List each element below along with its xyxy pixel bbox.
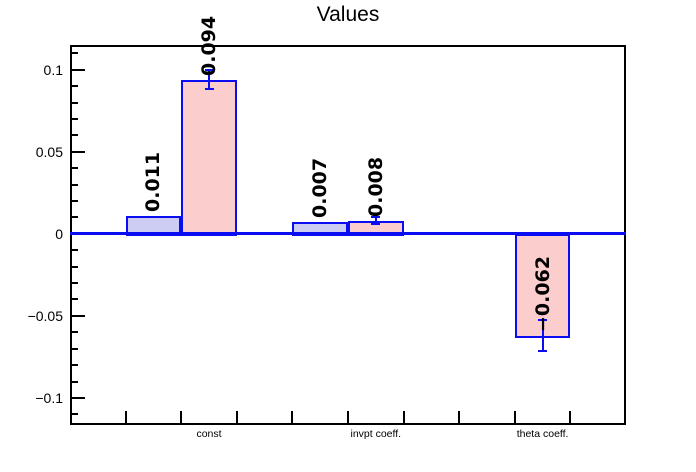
- bar-value-label: 0.094: [198, 15, 220, 76]
- error-bar: [208, 70, 210, 89]
- error-bar: [541, 319, 544, 352]
- y-minor-tick: [70, 265, 78, 268]
- y-minor-tick: [70, 249, 78, 252]
- y-minor-tick: [70, 331, 78, 334]
- bar-value-label: 0.007: [309, 158, 332, 219]
- y-minor-tick: [70, 347, 78, 350]
- bar-value-label: 0.011: [142, 151, 165, 212]
- y-major-tick: [70, 150, 85, 153]
- y-minor-tick: [70, 52, 78, 55]
- y-major-tick: [70, 314, 85, 317]
- y-minor-tick: [70, 167, 78, 170]
- x-axis-label: theta coeff.: [516, 428, 569, 440]
- zero-line: [70, 232, 626, 236]
- bar-value-label: −0.062: [531, 255, 554, 332]
- error-bar-cap: [204, 87, 214, 90]
- bar-value-label: 0.008: [364, 156, 387, 217]
- y-minor-tick: [70, 282, 78, 284]
- x-tick: [291, 411, 294, 423]
- y-tick-label: 0: [55, 225, 63, 242]
- y-tick-label: 0.05: [35, 143, 63, 160]
- bar: [181, 79, 237, 236]
- y-minor-tick: [70, 298, 78, 301]
- error-bar-cap: [538, 350, 548, 353]
- x-tick: [513, 411, 516, 423]
- x-axis-label: const: [196, 428, 222, 440]
- x-tick: [180, 411, 183, 423]
- error-bar-cap: [538, 318, 548, 321]
- y-tick-label: 0.1: [43, 61, 63, 78]
- y-minor-tick: [70, 134, 78, 137]
- y-minor-tick: [70, 101, 78, 104]
- y-minor-tick: [70, 380, 78, 383]
- y-tick-label: −0.1: [35, 389, 63, 406]
- chart-title: Values: [316, 3, 380, 26]
- x-tick: [569, 411, 572, 423]
- y-minor-tick: [70, 413, 78, 416]
- error-bar-cap: [371, 216, 381, 219]
- error-bar-cap: [204, 69, 214, 72]
- x-axis-label: invpt coeff.: [350, 428, 402, 440]
- y-minor-tick: [70, 183, 78, 186]
- x-tick: [347, 411, 349, 423]
- x-tick: [402, 411, 405, 423]
- y-minor-tick: [70, 199, 78, 202]
- y-minor-tick: [70, 216, 78, 219]
- error-bar-cap: [371, 222, 381, 225]
- x-tick: [235, 411, 238, 423]
- x-tick: [458, 411, 461, 423]
- y-minor-tick: [70, 85, 78, 87]
- x-tick: [124, 411, 127, 423]
- error-bar: [374, 217, 377, 224]
- y-tick-label: −0.05: [27, 307, 63, 324]
- y-major-tick: [70, 396, 85, 399]
- y-minor-tick: [70, 117, 78, 120]
- y-minor-tick: [70, 364, 78, 367]
- y-major-tick: [70, 68, 85, 71]
